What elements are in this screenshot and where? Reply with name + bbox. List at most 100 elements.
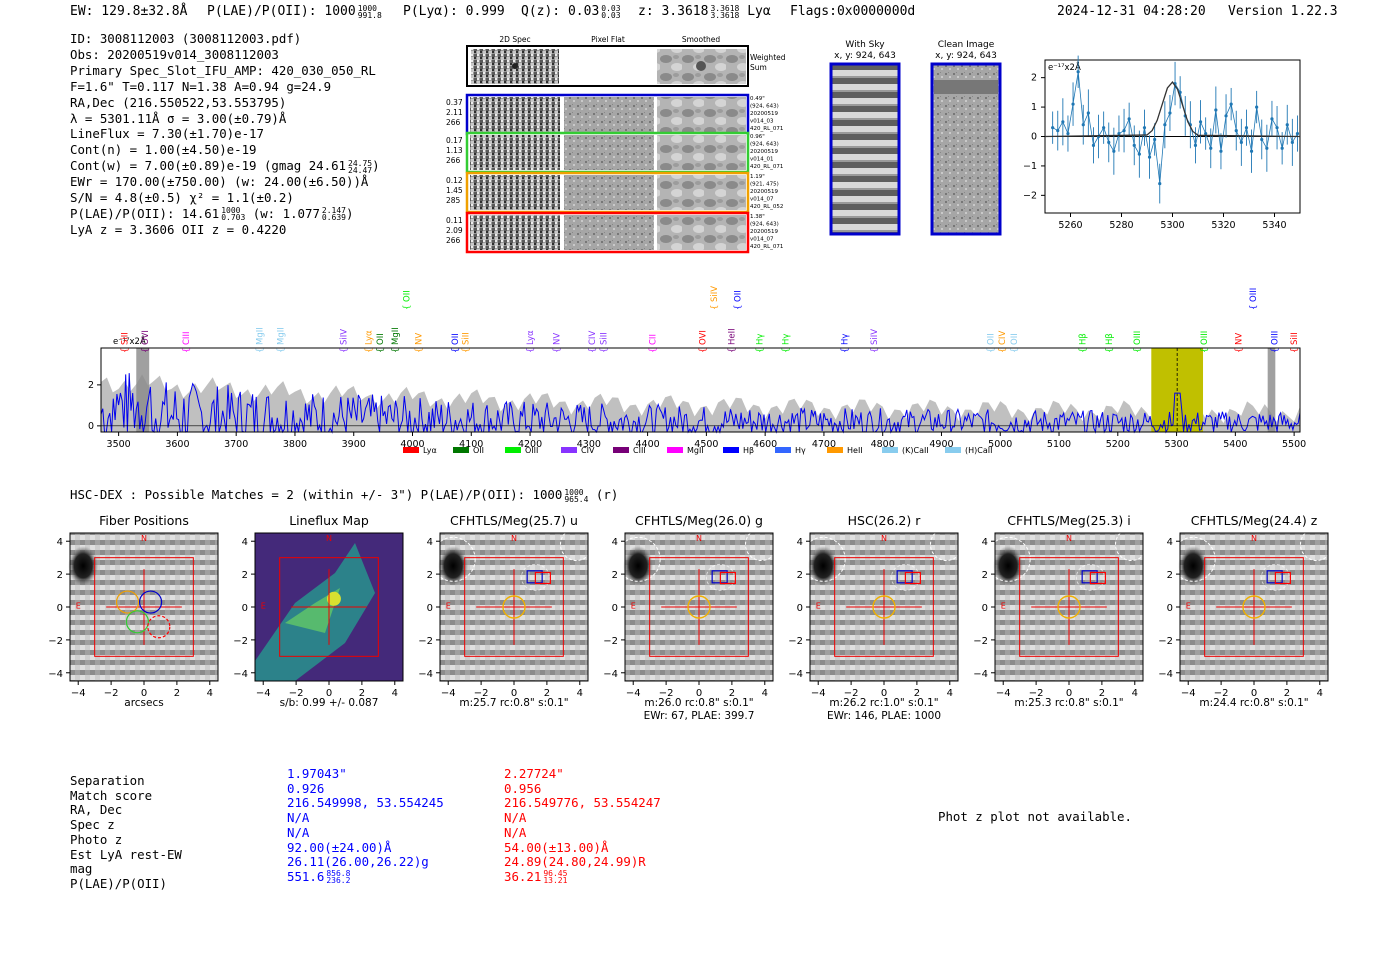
bright-source xyxy=(68,545,99,586)
emission-line-tick: { xyxy=(340,348,350,353)
cutout-ytick-label: −4 xyxy=(418,669,433,680)
emission-line-text: OIII xyxy=(1249,288,1259,302)
red-photoz: N/A xyxy=(504,824,527,840)
header-flags: Flags:0x0000000d xyxy=(790,4,916,19)
cutout-ytick-label: 0 xyxy=(797,603,803,614)
legend-swatch xyxy=(775,447,791,453)
cutout-caption: m:25.3 rc:0.8" s:0.1" xyxy=(1014,697,1124,709)
spectrum-xtick-label: 5000 xyxy=(988,439,1012,450)
cutout-title: HSC(26.2) r xyxy=(847,513,921,528)
blue-specz: N/A xyxy=(287,810,310,826)
spectrum-xtick-label: 4600 xyxy=(753,439,777,450)
legend-label: OII xyxy=(473,446,484,455)
cutout-xtick-label: 4 xyxy=(947,688,953,699)
match-box-blue xyxy=(526,570,543,584)
info-primary: Primary Spec_Slot_IFU_AMP: 420_030_050_R… xyxy=(70,62,376,78)
fiber-meta-text: 0.49" xyxy=(750,96,765,102)
cutout-ytick-label: 2 xyxy=(57,570,63,581)
cutout-panel-2: N E −4 −2 0 2 4 −4 −2 0 2 4 xyxy=(233,532,404,699)
zoom-data-point xyxy=(1295,131,1300,136)
spectrum-xtick-label: 5300 xyxy=(1164,439,1188,450)
cutout-ytick-label: 4 xyxy=(57,537,63,548)
bright-source xyxy=(438,545,469,586)
cutout-xtick-label: 0 xyxy=(326,688,332,699)
zoom-data-point xyxy=(1102,126,1106,130)
cutout-panel-1: N E −4 −2 0 2 4 −4 −2 0 2 4 xyxy=(48,532,219,699)
cutout-xtick-label: 2 xyxy=(1099,688,1105,699)
emission-line-text: MgII xyxy=(391,327,401,345)
cutout-ytick-label: −4 xyxy=(788,669,803,680)
bright-source xyxy=(623,545,654,586)
zoom-data-point xyxy=(1117,131,1121,136)
zoom-data-point xyxy=(1091,143,1096,147)
emission-line-tick: { xyxy=(588,348,598,353)
fiber-meta-text: v014_03 xyxy=(750,119,774,125)
emission-line-tick: { xyxy=(1249,305,1259,310)
cutout-xtick-label: 2 xyxy=(1284,688,1290,699)
cutout-ytick-label: −2 xyxy=(603,636,618,647)
emission-line-text: SiII xyxy=(121,332,131,345)
fiber-circle xyxy=(115,590,140,614)
cutout-panel-6: N E −4 −2 0 2 4 −4 −2 0 2 4 xyxy=(973,528,1148,699)
emission-line-text: OIII xyxy=(1133,331,1143,345)
blue-mag: 26.11(26.00,26.22)g xyxy=(287,854,429,870)
emission-line-label: NV { xyxy=(1234,333,1244,353)
fiber-meta-text: (924, 643) xyxy=(750,142,779,148)
cutout-ytick-label: −2 xyxy=(48,636,63,647)
cutout-caption: m:26.0 rc:0.8" s:0.1" xyxy=(644,697,754,709)
zoom-xtick-label: 5340 xyxy=(1262,220,1286,231)
emission-line-text: OII xyxy=(1010,333,1020,345)
zoom-unit-label: e⁻¹⁷x2Å xyxy=(1048,61,1081,73)
emission-line-tick: { xyxy=(451,348,461,353)
source-ellipse xyxy=(929,528,963,562)
label-est-ew: Est LyA rest-EW xyxy=(70,846,182,862)
cutout-xtick-label: 0 xyxy=(1251,688,1257,699)
info-obs: Obs: 20200519v014_3008112003 xyxy=(70,46,279,62)
legend-swatch xyxy=(827,447,843,453)
fiber-smoothed xyxy=(657,97,746,132)
match-box-blue xyxy=(711,570,728,584)
cutout-xtick-label: 4 xyxy=(762,688,768,699)
emission-line-text: SiII xyxy=(600,332,610,345)
cutout-ytick-label: −2 xyxy=(1158,636,1173,647)
emission-line-tick: { xyxy=(648,348,658,353)
header-z: z: 3.3618 3.3618 3.3618 Lyα xyxy=(638,3,771,20)
emission-line-label: OII { xyxy=(451,333,461,353)
emission-line-text: SiII xyxy=(461,332,471,345)
spectrum-xtick-label: 3700 xyxy=(224,439,248,450)
cutout-xtick-label: −2 xyxy=(659,688,674,699)
spectrum-ytick-label: 2 xyxy=(88,380,94,391)
emission-line-label: CIV { xyxy=(588,331,598,353)
legend-swatch xyxy=(667,447,683,453)
emission-line-label: CIV { xyxy=(998,331,1008,353)
search-box xyxy=(464,557,564,657)
search-box xyxy=(94,557,194,657)
weighted-sum-row: Weighted Sum xyxy=(466,45,786,87)
cutout-xtick-label: 4 xyxy=(1317,688,1323,699)
cutout-frame xyxy=(439,532,589,682)
cutout-xtick-label: 4 xyxy=(207,688,213,699)
compass-north: N xyxy=(881,534,887,543)
zoom-data-point xyxy=(1255,105,1259,109)
cutout-ytick-label: 2 xyxy=(797,570,803,581)
legend-swatch xyxy=(453,447,469,453)
compass-north: N xyxy=(326,534,332,543)
cutout-xtick-label: 2 xyxy=(174,688,180,699)
search-box xyxy=(279,557,379,657)
emission-line-tick: { xyxy=(755,348,765,353)
emission-line-tick: { xyxy=(141,348,151,353)
emission-line-label: OII { xyxy=(1010,333,1020,353)
emission-line-tick: { xyxy=(698,348,708,353)
cutout-panel-4: N E −4 −2 0 2 4 −4 −2 0 2 4 xyxy=(603,528,778,699)
zoom-data-point xyxy=(1086,111,1090,115)
info-sn: S/N = 4.8(±0.5) χ² = 1.1(±0.2) xyxy=(70,190,294,206)
match-box-red xyxy=(1274,571,1291,585)
cutout-ytick-label: 0 xyxy=(982,603,988,614)
emission-line-label: MgII { xyxy=(276,327,286,353)
weighted-label: Weighted xyxy=(750,53,786,62)
spectrum-xtick-label: 3500 xyxy=(107,439,131,450)
source-ellipse xyxy=(1075,563,1105,591)
fiber-pixflat xyxy=(564,135,654,170)
emission-line-text: OIII xyxy=(1200,331,1210,345)
cutout-caption: m:24.4 rc:0.8" s:0.1" xyxy=(1199,697,1309,709)
